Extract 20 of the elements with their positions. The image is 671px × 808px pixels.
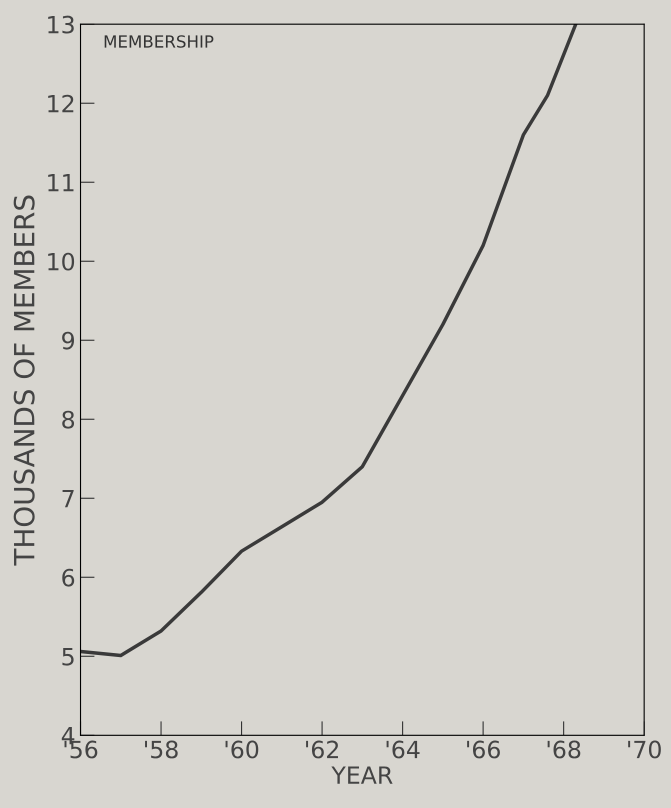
x-tick-label: '66 <box>467 740 500 758</box>
y-tick-label: 5 <box>62 648 74 666</box>
y-axis-title: THOUSANDS OF MEMBERS <box>14 196 35 566</box>
y-tick-label: 6 <box>62 568 74 587</box>
x-tick-label: '60 <box>226 740 258 758</box>
y-tick-label: 8 <box>62 410 74 429</box>
x-tick-label: '58 <box>145 740 178 758</box>
x-tick-label: '64 <box>386 740 420 758</box>
text: MEMBERSHIP <box>104 35 214 48</box>
y-tick-label: 10 <box>48 252 74 271</box>
y-tick-label: 13 <box>48 16 74 34</box>
x-tick-label: '70 <box>628 740 661 758</box>
line-series <box>80 24 578 658</box>
x-tick-label: '62 <box>306 740 338 758</box>
y-tick-label: 7 <box>62 490 74 508</box>
y-tick-label: 11 <box>48 174 74 192</box>
x-tick-label: '68 <box>548 740 580 758</box>
x-axis-title: YEAR <box>331 766 393 784</box>
y-tick-label: 9 <box>62 332 74 350</box>
y-tick-label: 12 <box>48 94 74 112</box>
